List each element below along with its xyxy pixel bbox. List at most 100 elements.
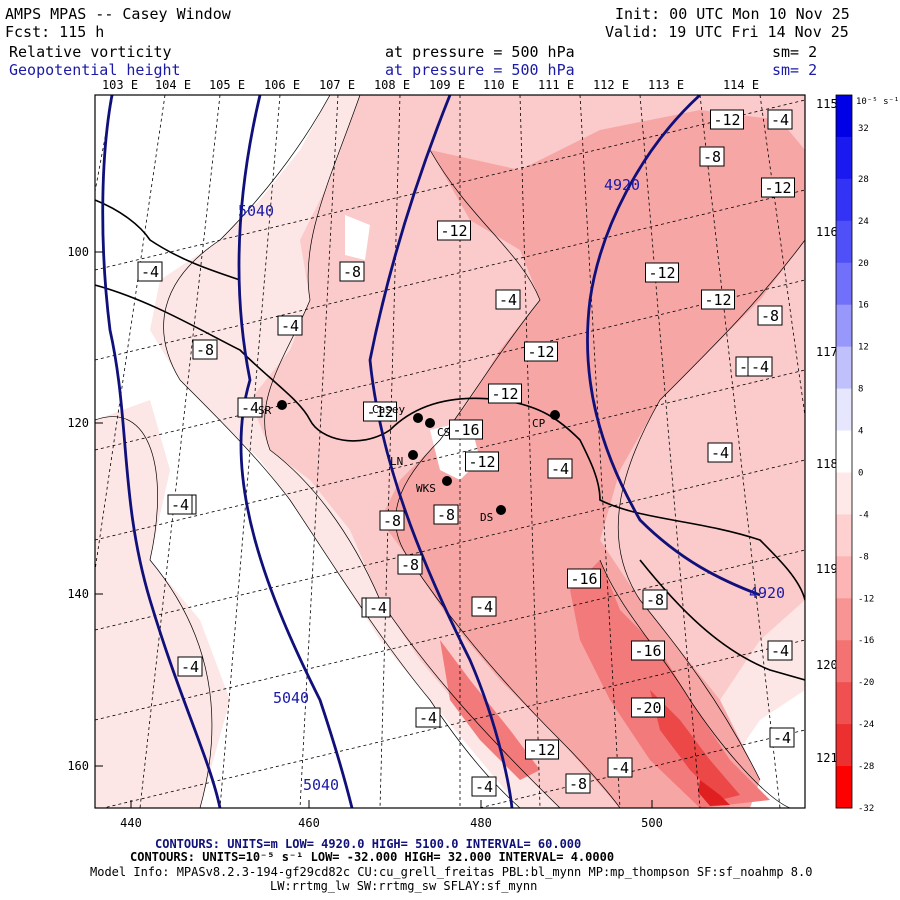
colorbar-swatch: [836, 220, 852, 264]
station-label: DS: [480, 511, 493, 524]
lon-label-top: 103 E: [102, 78, 138, 92]
svg-text:-4: -4: [419, 709, 437, 727]
lon-label-top: 110 E: [483, 78, 519, 92]
footer-height-contours: CONTOURS: UNITS=m LOW= 4920.0 HIGH= 5100…: [155, 837, 582, 851]
field2-name: Geopotential height: [9, 61, 181, 79]
station-marker: [425, 418, 435, 428]
vorticity-label: -16: [449, 419, 483, 440]
lon-label-top: 109 E: [429, 78, 465, 92]
svg-text:-4: -4: [475, 778, 493, 796]
svg-text:-4: -4: [551, 460, 569, 478]
vorticity-label: -16: [567, 568, 601, 589]
station-layer: SR Casey CS LN WKS DS CP: [258, 400, 560, 524]
colorbar-swatch: [836, 430, 852, 473]
svg-text:-12: -12: [440, 222, 467, 240]
svg-text:-20: -20: [634, 699, 661, 717]
vorticity-label: -4: [767, 109, 793, 130]
colorbar-tick: 28: [858, 175, 869, 185]
lon-label-top: 113 E: [648, 78, 684, 92]
svg-text:-16: -16: [452, 421, 479, 439]
svg-text:-12: -12: [764, 179, 791, 197]
vorticity-label: -12: [524, 341, 558, 362]
y-tick-label: 160: [67, 759, 89, 773]
svg-text:-16: -16: [570, 570, 597, 588]
vorticity-label: -12: [701, 289, 735, 310]
field1-smooth: sm= 2: [772, 43, 818, 61]
station-label: CP: [532, 417, 546, 430]
svg-text:-12: -12: [491, 385, 518, 403]
colorbar-tick: -8: [858, 552, 869, 562]
vorticity-label: -4: [747, 356, 773, 377]
station-marker: [413, 413, 423, 423]
plot-frame: [94, 94, 806, 809]
svg-text:-12: -12: [713, 111, 740, 129]
vorticity-label: -8: [699, 146, 725, 167]
vorticity-label: -8: [433, 504, 459, 525]
field1-level: at pressure = 500 hPa: [385, 43, 575, 61]
vorticity-label: -12: [465, 451, 499, 472]
colorbar-swatch: [836, 95, 852, 138]
vorticity-label: -8: [642, 589, 668, 610]
vorticity-label: -12: [710, 109, 744, 130]
colorbar-tick: -28: [858, 762, 874, 772]
svg-text:-12: -12: [648, 264, 675, 282]
colorbar-tick: -20: [858, 678, 874, 688]
colorbar-swatch: [836, 598, 852, 641]
vorticity-label: -4: [607, 757, 633, 778]
vorticity-label: -8: [397, 554, 423, 575]
lon-label-top: 107 E: [319, 78, 355, 92]
shade-gap-2: [345, 215, 370, 260]
vorticity-label: -12: [488, 383, 522, 404]
latlon-grid: [95, 95, 805, 808]
height-label: 5040: [273, 689, 309, 707]
svg-text:-4: -4: [181, 658, 199, 676]
svg-text:-4: -4: [773, 729, 791, 747]
vorticity-label: -4: [237, 397, 263, 418]
svg-text:-4: -4: [711, 444, 729, 462]
field2-smooth: sm= 2: [772, 61, 818, 79]
lon-label-top: 108 E: [374, 78, 410, 92]
shade-minus28: [698, 780, 730, 806]
colorbar-tick: 20: [858, 259, 869, 269]
lon-label-top: 111 E: [538, 78, 574, 92]
svg-text:-4: -4: [771, 111, 789, 129]
colorbar-tick: -4: [858, 510, 869, 520]
vorticity-label: -4: [767, 640, 793, 661]
station-marker: [277, 400, 287, 410]
colorbar-swatch: [836, 178, 852, 222]
colorbar-swatch: [836, 556, 852, 599]
lon-label-top: 112 E: [593, 78, 629, 92]
y-tick-label: 120: [67, 416, 89, 430]
field1-name: Relative vorticity: [9, 43, 172, 61]
vorticity-label: -4: [495, 289, 521, 310]
colorbar-swatch: [836, 136, 852, 180]
colorbar-tick: -16: [858, 636, 874, 646]
colorbar-swatch: [836, 472, 852, 515]
colorbar-tick: -12: [858, 594, 874, 604]
svg-text:-8: -8: [703, 148, 721, 166]
colorbar-swatch: [836, 346, 852, 390]
x-tick-label: 500: [641, 816, 663, 830]
colorbar-swatch: [836, 514, 852, 557]
svg-text:-8: -8: [401, 556, 419, 574]
colorbar-swatch: [836, 262, 852, 306]
x-tick-label: 440: [120, 816, 142, 830]
svg-text:-4: -4: [369, 599, 387, 617]
vorticity-label: -8: [565, 773, 591, 794]
colorbar-tick: 12: [858, 343, 869, 353]
x-tick-label: 480: [470, 816, 492, 830]
vorticity-label: -8: [379, 510, 405, 531]
height-label-layer: 5040 4920 4920 5040 5040: [238, 176, 785, 794]
svg-text:-8: -8: [437, 506, 455, 524]
station-marker: [496, 505, 506, 515]
svg-text:-8: -8: [761, 307, 779, 325]
vorticity-label: -8: [757, 305, 783, 326]
footer-vort-contours: CONTOURS: UNITS=10⁻⁵ s⁻¹ LOW= -32.000 HI…: [130, 850, 615, 864]
colorbar-swatch: [836, 640, 852, 683]
colorbar-tick: 4: [858, 427, 863, 437]
colorbar-tick: 8: [858, 385, 863, 395]
vorticity-label: -4: [769, 727, 795, 748]
valid-time: Valid: 19 UTC Fri 14 Nov 25: [605, 23, 849, 41]
colorbar-swatch: [836, 724, 852, 767]
height-label: 4920: [604, 176, 640, 194]
